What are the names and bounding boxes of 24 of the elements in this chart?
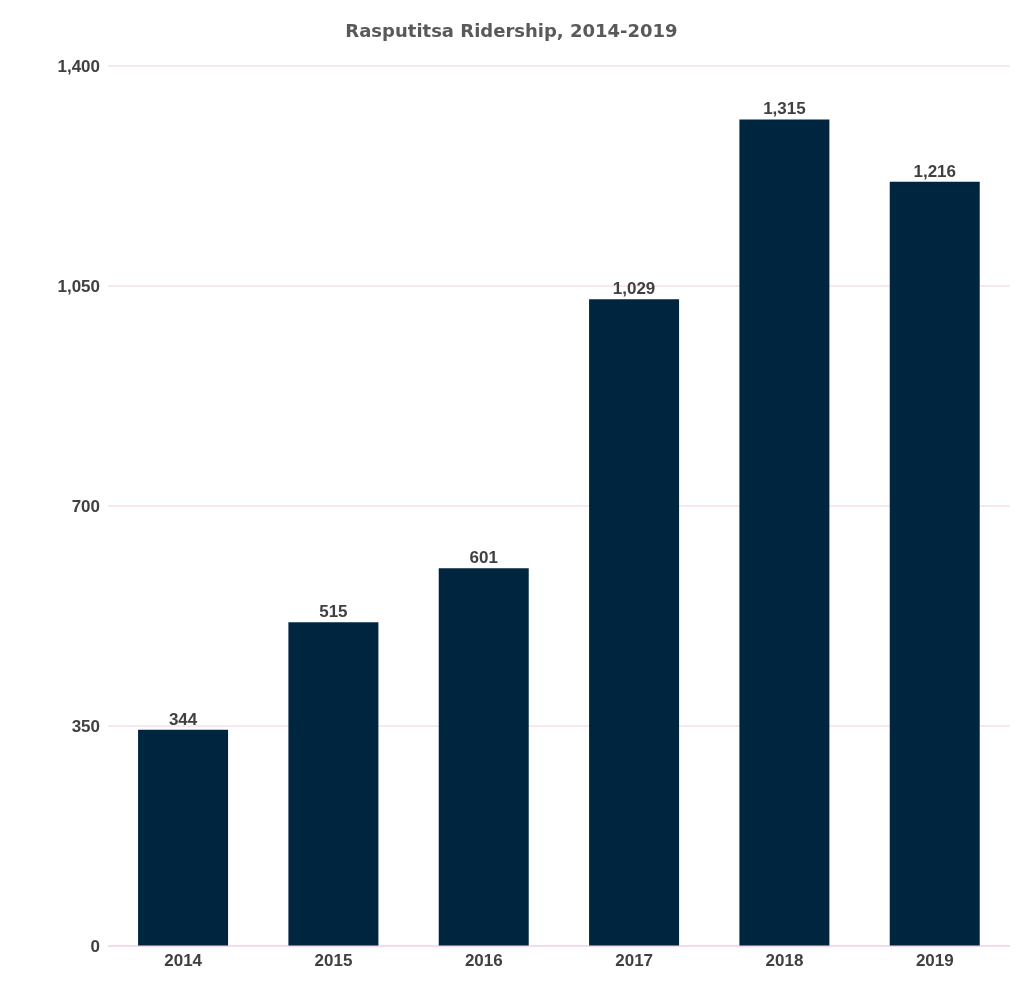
x-tick-label: 2016 bbox=[464, 951, 503, 971]
data-label: 1,029 bbox=[612, 279, 656, 299]
bar bbox=[288, 622, 379, 946]
bar bbox=[889, 181, 980, 946]
data-label: 344 bbox=[168, 709, 198, 729]
y-tick-label: 1,050 bbox=[57, 277, 100, 297]
chart-title: Rasputitsa Ridership, 2014-2019 bbox=[344, 20, 679, 41]
x-tick-label: 2019 bbox=[915, 951, 954, 971]
data-label: 1,315 bbox=[763, 99, 806, 119]
bar bbox=[438, 568, 529, 946]
x-tick-label: 2014 bbox=[164, 951, 203, 971]
y-tick-label: 350 bbox=[71, 717, 100, 737]
y-tick-label: 0 bbox=[90, 937, 100, 957]
data-label: 1,216 bbox=[913, 161, 957, 181]
bar bbox=[739, 119, 830, 946]
x-tick-label: 2017 bbox=[615, 951, 654, 971]
y-tick-label: 1,400 bbox=[57, 57, 100, 77]
y-tick-label: 700 bbox=[71, 497, 100, 517]
bar bbox=[589, 299, 680, 946]
x-tick-label: 2018 bbox=[765, 951, 804, 971]
data-label: 601 bbox=[469, 548, 498, 568]
x-tick-label: 2015 bbox=[314, 951, 353, 971]
data-label: 515 bbox=[319, 602, 348, 622]
bar bbox=[138, 729, 229, 946]
